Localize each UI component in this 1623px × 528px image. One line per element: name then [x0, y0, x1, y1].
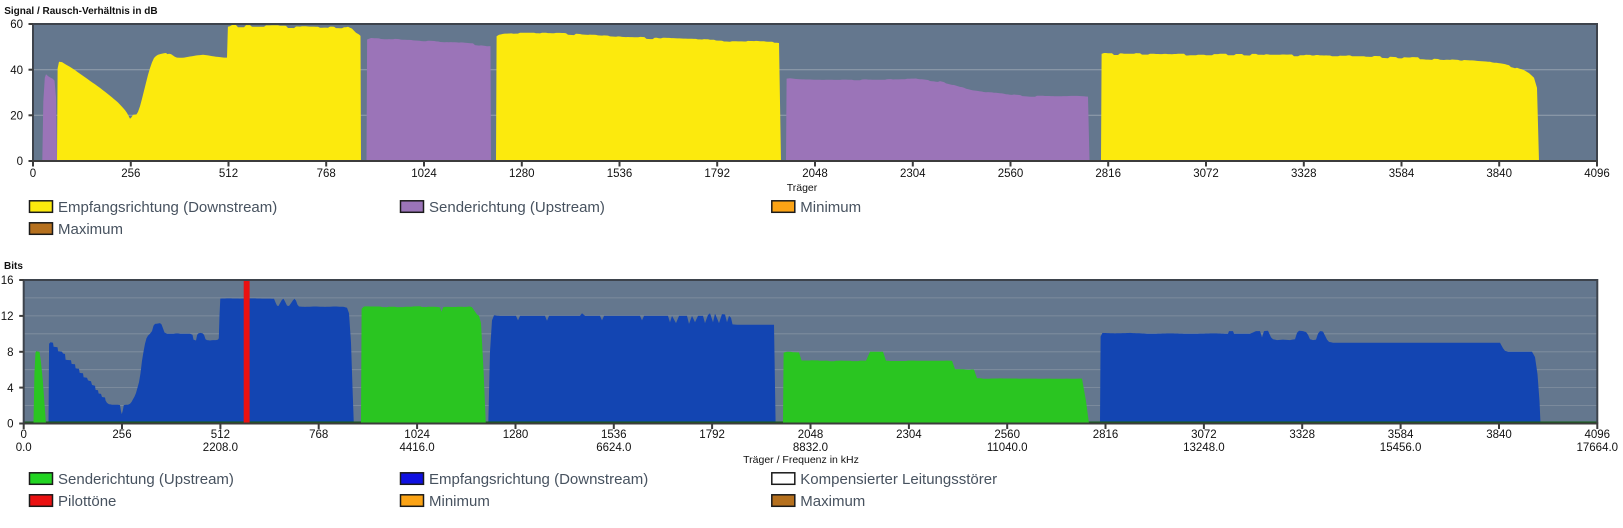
svg-text:0: 0	[30, 168, 36, 180]
svg-text:3072: 3072	[1193, 168, 1219, 180]
svg-text:40: 40	[10, 65, 23, 77]
svg-text:Senderichtung (Upstream): Senderichtung (Upstream)	[429, 199, 605, 216]
svg-text:512: 512	[219, 168, 238, 180]
svg-text:2816: 2816	[1093, 429, 1119, 441]
svg-text:1792: 1792	[704, 168, 730, 180]
svg-text:0.0: 0.0	[16, 442, 32, 454]
svg-text:768: 768	[317, 168, 336, 180]
svg-text:8: 8	[7, 347, 13, 359]
svg-text:4096: 4096	[1584, 168, 1610, 180]
svg-text:3328: 3328	[1289, 429, 1315, 441]
svg-text:Träger: Träger	[787, 182, 818, 194]
svg-text:Senderichtung (Upstream): Senderichtung (Upstream)	[58, 471, 234, 488]
svg-text:3840: 3840	[1486, 429, 1512, 441]
svg-text:0: 0	[17, 156, 23, 168]
svg-text:15456.0: 15456.0	[1380, 442, 1422, 454]
svg-text:2560: 2560	[998, 168, 1024, 180]
svg-text:12: 12	[1, 311, 14, 323]
svg-text:2208.0: 2208.0	[203, 442, 238, 454]
svg-text:1792: 1792	[699, 429, 725, 441]
svg-text:Minimum: Minimum	[429, 493, 490, 510]
svg-text:13248.0: 13248.0	[1183, 442, 1225, 454]
svg-text:2048: 2048	[798, 429, 824, 441]
svg-text:2048: 2048	[802, 168, 828, 180]
svg-text:4: 4	[7, 383, 14, 395]
svg-text:16: 16	[1, 275, 14, 287]
svg-text:3072: 3072	[1191, 429, 1217, 441]
svg-text:1280: 1280	[509, 168, 535, 180]
svg-text:768: 768	[309, 429, 328, 441]
svg-text:1024: 1024	[411, 168, 437, 180]
svg-text:17664.0: 17664.0	[1577, 442, 1619, 454]
svg-text:Kompensierter Leitungsstörer: Kompensierter Leitungsstörer	[800, 471, 997, 488]
svg-text:3328: 3328	[1291, 168, 1317, 180]
svg-text:2816: 2816	[1095, 168, 1121, 180]
svg-text:1280: 1280	[503, 429, 529, 441]
svg-text:3584: 3584	[1388, 429, 1414, 441]
svg-text:60: 60	[10, 19, 23, 31]
svg-text:2560: 2560	[994, 429, 1020, 441]
svg-text:Träger / Frequenz in kHz: Träger / Frequenz in kHz	[743, 454, 859, 466]
svg-text:2304: 2304	[900, 168, 926, 180]
svg-text:Pilottöne: Pilottöne	[58, 493, 116, 510]
svg-text:Maximum: Maximum	[58, 221, 123, 238]
svg-text:1024: 1024	[404, 429, 430, 441]
svg-text:Bits: Bits	[4, 261, 23, 272]
svg-text:3584: 3584	[1389, 168, 1415, 180]
svg-text:11040.0: 11040.0	[987, 442, 1028, 454]
svg-text:512: 512	[211, 429, 230, 441]
svg-text:0: 0	[7, 419, 13, 431]
svg-text:8832.0: 8832.0	[793, 442, 828, 454]
svg-text:4416.0: 4416.0	[400, 442, 435, 454]
svg-text:1536: 1536	[601, 429, 627, 441]
svg-text:6624.0: 6624.0	[596, 442, 631, 454]
svg-text:20: 20	[10, 111, 23, 123]
svg-text:Minimum: Minimum	[800, 199, 861, 216]
svg-text:4096: 4096	[1585, 429, 1611, 441]
svg-text:Empfangsrichtung (Downstream): Empfangsrichtung (Downstream)	[58, 199, 277, 216]
svg-text:3840: 3840	[1486, 168, 1512, 180]
svg-text:Empfangsrichtung (Downstream): Empfangsrichtung (Downstream)	[429, 471, 648, 488]
svg-text:Maximum: Maximum	[800, 493, 865, 510]
svg-text:256: 256	[121, 168, 140, 180]
svg-text:256: 256	[112, 429, 131, 441]
svg-text:Signal / Rausch-Verhältnis in: Signal / Rausch-Verhältnis in dB	[4, 6, 157, 17]
svg-text:2304: 2304	[896, 429, 922, 441]
svg-text:0: 0	[20, 429, 26, 441]
svg-text:1536: 1536	[607, 168, 633, 180]
